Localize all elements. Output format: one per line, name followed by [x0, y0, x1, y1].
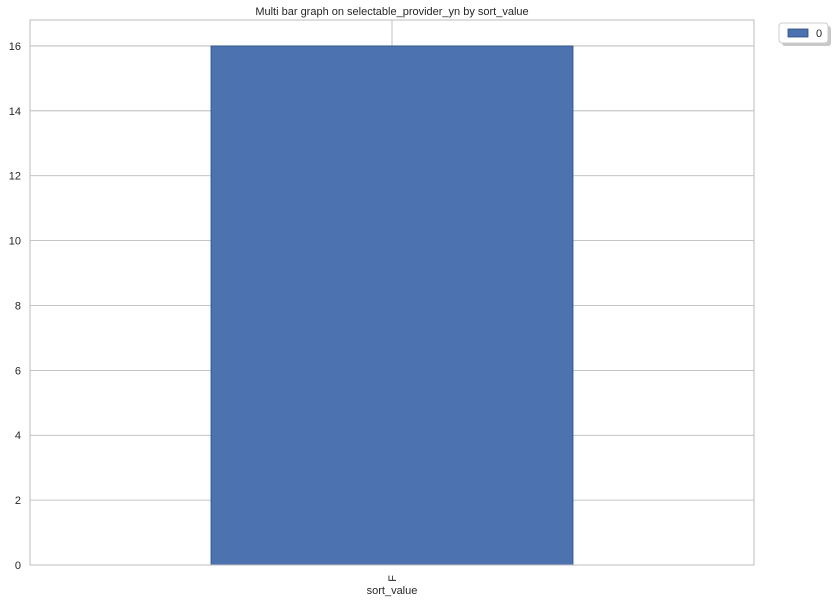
- x-axis-label: sort_value: [367, 585, 418, 597]
- x-axis: F: [387, 575, 399, 582]
- y-tick-label: 16: [9, 41, 21, 53]
- y-tick-label: 4: [15, 430, 21, 442]
- y-tick-label: 10: [9, 236, 21, 248]
- y-tick-label: 0: [15, 560, 21, 572]
- y-tick-label: 6: [15, 365, 21, 377]
- y-tick-label: 8: [15, 300, 21, 312]
- bars: [210, 45, 574, 566]
- legend-label-0: 0: [816, 28, 822, 40]
- legend: 0: [778, 22, 831, 46]
- plot-frame: [29, 19, 755, 566]
- y-axis: 0 2 4 6 8 10 12 14 16: [9, 41, 21, 572]
- y-tick-label: 14: [9, 106, 21, 118]
- legend-swatch-0: [787, 28, 809, 38]
- chart-title: Multi bar graph on selectable_provider_y…: [255, 6, 528, 18]
- x-tick-label: F: [387, 575, 399, 582]
- y-tick-label: 12: [9, 171, 21, 183]
- bar-0-F: [210, 45, 574, 566]
- y-tick-label: 2: [15, 495, 21, 507]
